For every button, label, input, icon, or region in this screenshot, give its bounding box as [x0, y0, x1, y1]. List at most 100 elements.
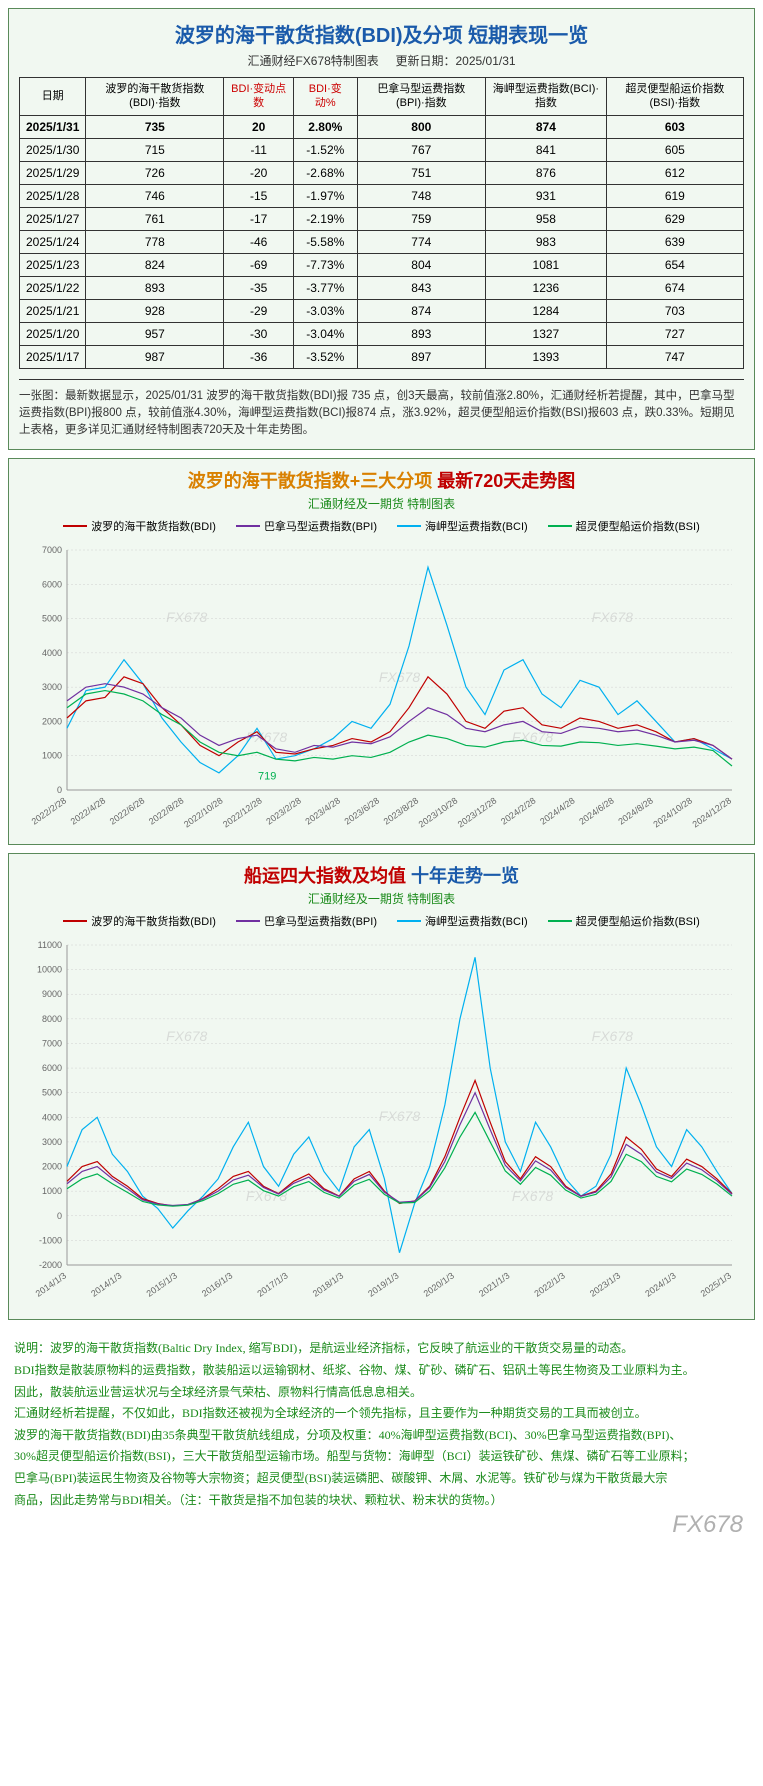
svg-text:2023/1/3: 2023/1/3: [587, 1271, 621, 1299]
table-cell: -2.19%: [294, 207, 357, 230]
table-cell: -35: [224, 276, 294, 299]
svg-text:2022/10/28: 2022/10/28: [181, 796, 224, 830]
table-cell: 612: [606, 161, 743, 184]
table-row: 2025/1/28746-15-1.97%748931619: [20, 184, 744, 207]
svg-text:2023/2/28: 2023/2/28: [264, 796, 303, 827]
table-cell: -5.58%: [294, 230, 357, 253]
chart2-plot: -2000-1000010002000300040005000600070008…: [17, 935, 747, 1315]
table-cell: 804: [357, 253, 486, 276]
table-cell: 893: [357, 322, 486, 345]
svg-text:2023/4/28: 2023/4/28: [303, 796, 342, 827]
legend-swatch: [63, 920, 87, 922]
legend-item: 海岬型运费指数(BCI): [397, 518, 528, 534]
table-cell: -29: [224, 299, 294, 322]
table-cell: 2025/1/23: [20, 253, 86, 276]
table-cell: -3.52%: [294, 345, 357, 368]
table-header-cell: 超灵便型船运价指数(BSI)·指数: [606, 78, 743, 116]
chart-720d-section: 波罗的海干散货指数+三大分项 最新720天走势图 汇通财经及一期货 特制图表 波…: [8, 458, 755, 845]
svg-text:4000: 4000: [41, 1113, 61, 1123]
svg-text:5000: 5000: [41, 1088, 61, 1098]
table-cell: 1081: [486, 253, 607, 276]
legend-swatch: [548, 920, 572, 922]
chart1-subtitle: 汇通财经及一期货 特制图表: [9, 495, 754, 512]
table-cell: -15: [224, 184, 294, 207]
table-header-cell: 日期: [20, 78, 86, 116]
svg-text:4000: 4000: [41, 648, 61, 658]
table-cell: 735: [86, 115, 224, 138]
table-row: 2025/1/27761-17-2.19%759958629: [20, 207, 744, 230]
legend-item: 巴拿马型运费指数(BPI): [236, 518, 377, 534]
table-cell: 2025/1/17: [20, 345, 86, 368]
explanation-line: 因此，散装航运业营运状况与全球经济景气荣枯、原物料行情高低息息相关。: [14, 1382, 749, 1404]
table-cell: -20: [224, 161, 294, 184]
legend-swatch: [236, 920, 260, 922]
svg-text:2022/12/28: 2022/12/28: [221, 796, 264, 830]
table-row: 2025/1/17987-36-3.52%8971393747: [20, 345, 744, 368]
svg-text:6000: 6000: [41, 1063, 61, 1073]
legend-label: 巴拿马型运费指数(BPI): [264, 518, 377, 534]
svg-text:2022/1/3: 2022/1/3: [532, 1271, 566, 1299]
table-cell: 987: [86, 345, 224, 368]
table-cell: 824: [86, 253, 224, 276]
chart1-title-p2: 最新720天走势图: [437, 471, 575, 491]
table-cell: -36: [224, 345, 294, 368]
table-cell: -3.04%: [294, 322, 357, 345]
legend-item: 波罗的海干散货指数(BDI): [63, 518, 216, 534]
table-cell: 654: [606, 253, 743, 276]
explanation-line: BDI指数是散装原物料的运费指数，散装船运以运输钢材、纸浆、谷物、煤、矿砂、磷矿…: [14, 1360, 749, 1382]
table-cell: 841: [486, 138, 607, 161]
table-cell: 2025/1/30: [20, 138, 86, 161]
table-cell: 767: [357, 138, 486, 161]
table-cell: 1236: [486, 276, 607, 299]
table-cell: 747: [606, 345, 743, 368]
subtitle-left: 汇通财经FX678特制图表: [247, 54, 378, 68]
table-cell: 843: [357, 276, 486, 299]
legend-swatch: [397, 525, 421, 527]
table-row: 2025/1/30715-11-1.52%767841605: [20, 138, 744, 161]
legend-label: 超灵便型船运价指数(BSI): [576, 913, 700, 929]
svg-text:2022/4/28: 2022/4/28: [68, 796, 107, 827]
explanation-line: 波罗的海干散货指数(BDI)由35条典型干散货航线组成，分项及权重：40%海岬型…: [14, 1425, 749, 1447]
table-cell: 874: [357, 299, 486, 322]
table-title: 波罗的海干散货指数(BDI)及分项 短期表现一览: [19, 19, 744, 48]
svg-text:11000: 11000: [37, 940, 61, 950]
table-cell: -69: [224, 253, 294, 276]
table-cell: 726: [86, 161, 224, 184]
explanation-line: 汇通财经析若提醒，不仅如此，BDI指数还被视为全球经济的一个领先指标，且主要作为…: [14, 1403, 749, 1425]
table-header-cell: BDI·变动点数: [224, 78, 294, 116]
legend-label: 海岬型运费指数(BCI): [425, 518, 528, 534]
table-cell: 703: [606, 299, 743, 322]
legend-swatch: [63, 525, 87, 527]
chart-10y-section: 船运四大指数及均值 十年走势一览 汇通财经及一期货 特制图表 波罗的海干散货指数…: [8, 853, 755, 1320]
table-cell: 2025/1/29: [20, 161, 86, 184]
table-cell: 928: [86, 299, 224, 322]
legend-item: 波罗的海干散货指数(BDI): [63, 913, 216, 929]
table-cell: 761: [86, 207, 224, 230]
svg-text:2000: 2000: [41, 1162, 61, 1172]
table-cell: -1.97%: [294, 184, 357, 207]
table-cell: 746: [86, 184, 224, 207]
chart1-plot: 010002000300040005000600070002022/2/2820…: [17, 540, 747, 840]
table-cell: 759: [357, 207, 486, 230]
legend-label: 波罗的海干散货指数(BDI): [91, 518, 216, 534]
table-row: 2025/1/29726-20-2.68%751876612: [20, 161, 744, 184]
svg-text:0: 0: [56, 785, 61, 795]
svg-text:2023/8/28: 2023/8/28: [381, 796, 420, 827]
svg-text:2024/2/28: 2024/2/28: [499, 796, 538, 827]
svg-text:7000: 7000: [41, 1039, 61, 1049]
bdi-data-table: 日期波罗的海干散货指数(BDI)·指数BDI·变动点数BDI·变动%巴拿马型运费…: [19, 77, 744, 369]
svg-text:2023/6/28: 2023/6/28: [342, 796, 381, 827]
svg-text:FX678: FX678: [245, 1188, 286, 1204]
svg-text:6000: 6000: [41, 580, 61, 590]
svg-text:2024/8/28: 2024/8/28: [616, 796, 655, 827]
table-cell: 2.80%: [294, 115, 357, 138]
legend-swatch: [397, 920, 421, 922]
svg-text:-2000: -2000: [38, 1260, 61, 1270]
chart2-legend: 波罗的海干散货指数(BDI)巴拿马型运费指数(BPI)海岬型运费指数(BCI)超…: [9, 913, 754, 929]
svg-text:2021/1/3: 2021/1/3: [477, 1271, 511, 1299]
legend-item: 超灵便型船运价指数(BSI): [548, 913, 700, 929]
table-cell: 1393: [486, 345, 607, 368]
table-cell: 20: [224, 115, 294, 138]
table-cell: 876: [486, 161, 607, 184]
chart2-title-p1: 船运四大指数及均值: [244, 866, 406, 886]
